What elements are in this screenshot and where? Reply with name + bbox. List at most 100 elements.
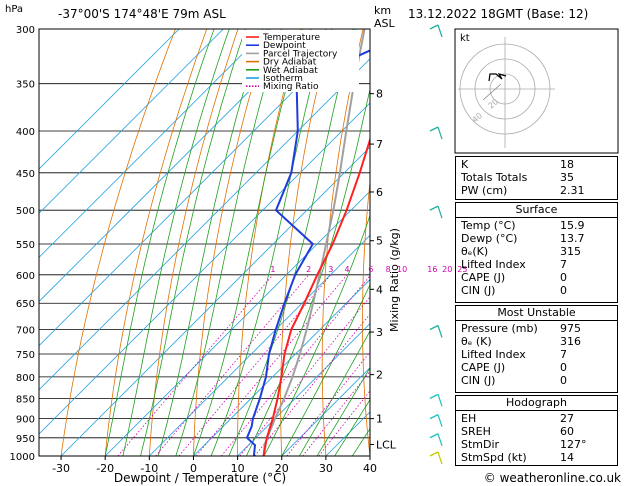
hodograph-storm-vector bbox=[482, 83, 502, 101]
most-unstable-value: 975 bbox=[560, 322, 581, 335]
index-row: Totals Totals 35 bbox=[456, 171, 617, 184]
wind-barb-flag bbox=[437, 325, 443, 338]
km-label: km bbox=[374, 4, 391, 17]
height-tick-label: 7 bbox=[376, 138, 383, 151]
wet-adiabat-line bbox=[228, 29, 354, 456]
most-unstable-value: 0 bbox=[560, 361, 567, 374]
dry-adiabat-line bbox=[104, 29, 208, 456]
surface-label: Temp (°C) bbox=[461, 219, 516, 232]
mixing-ratio-line bbox=[239, 296, 370, 456]
most-unstable-row: θₑ (K) 316 bbox=[456, 335, 617, 348]
legend-label: Dry Adiabat bbox=[263, 58, 317, 68]
wet-adiabat-line bbox=[122, 29, 230, 456]
wet-adiabat-line bbox=[193, 29, 303, 456]
hodograph-param-row: SREH 60 bbox=[456, 425, 617, 438]
pressure-tick-label: 300 bbox=[16, 25, 35, 36]
wet-adiabat-line bbox=[157, 29, 263, 456]
wet-adiabat-line bbox=[210, 29, 327, 456]
x-axis-title: Dewpoint / Temperature (°C) bbox=[114, 471, 286, 485]
copyright: © weatheronline.co.uk bbox=[484, 471, 621, 485]
surface-label: Lifted Index bbox=[461, 258, 526, 271]
height-tick-label: 4 bbox=[376, 283, 383, 296]
mixing-ratio-line bbox=[117, 274, 274, 456]
pressure-tick-label: 650 bbox=[16, 299, 35, 310]
hodograph-param-label: StmDir bbox=[461, 438, 500, 451]
surface-label: CAPE (J) bbox=[461, 271, 506, 284]
surface-value: 0 bbox=[560, 271, 567, 284]
mixing-ratio-label: 25 bbox=[457, 265, 467, 274]
isotherm-line bbox=[149, 234, 370, 456]
index-value: 35 bbox=[560, 171, 574, 184]
pressure-tick-label: 700 bbox=[16, 326, 35, 337]
mixing-ratio-line bbox=[254, 313, 370, 456]
hodograph-frame bbox=[454, 28, 619, 154]
legend-background bbox=[242, 30, 359, 92]
wind-barb bbox=[429, 24, 439, 30]
mixing-ratio-line bbox=[178, 274, 332, 456]
isotherm-line bbox=[39, 29, 224, 214]
temperature-tick-label: 40 bbox=[363, 462, 377, 475]
pressure-tick-label: 1000 bbox=[10, 452, 35, 463]
height-tick-label: 3 bbox=[376, 326, 383, 339]
temperature-tick-label: 0 bbox=[190, 462, 197, 475]
temperature-tick-label: -10 bbox=[140, 462, 158, 475]
dry-adiabat-line bbox=[148, 29, 239, 456]
isotherm-line bbox=[281, 367, 370, 456]
dry-adiabat-line bbox=[280, 29, 333, 456]
surface-row: Dewp (°C) 13.7 bbox=[456, 232, 617, 245]
index-row: K 18 bbox=[456, 158, 617, 171]
wet-adiabat-line bbox=[175, 29, 282, 456]
isotherm-line bbox=[39, 58, 370, 391]
legend-label: Wet Adiabat bbox=[263, 66, 318, 76]
datetime-label: 13.12.2022 18GMT (Base: 12) bbox=[408, 7, 588, 21]
index-value: 2.31 bbox=[560, 184, 585, 197]
hodograph-param-row: EH 27 bbox=[456, 412, 617, 425]
surface-value: 13.7 bbox=[560, 232, 585, 245]
most-unstable-panel: Most Unstable Pressure (mb) 975 θₑ (K) 316 L… bbox=[455, 305, 618, 393]
height-tick-label: 8 bbox=[376, 88, 383, 101]
wind-barb-flag bbox=[437, 205, 443, 219]
isotherm-line bbox=[39, 29, 268, 258]
most-unstable-row: Lifted Index 7 bbox=[456, 348, 617, 361]
height-tick-label: 2 bbox=[376, 369, 383, 382]
isotherm-line bbox=[237, 323, 370, 456]
wind-barb-flag bbox=[437, 451, 443, 465]
axes: 3003504004505005506006507007508008509009… bbox=[10, 25, 468, 475]
surface-row: CAPE (J) 0 bbox=[456, 271, 617, 284]
surface-value: 0 bbox=[560, 284, 567, 297]
surface-title: Surface bbox=[456, 203, 617, 218]
mixing-ratio-label: 6 bbox=[368, 265, 373, 274]
isotherm-line bbox=[60, 146, 370, 456]
surface-row: Lifted Index 7 bbox=[456, 258, 617, 271]
mixing-ratio-label: 4 bbox=[344, 265, 349, 274]
wet-adiabat-line bbox=[263, 214, 370, 456]
surface-panel: Surface Temp (°C) 15.9 Dewp (°C) 13.7 θₑ(K) 3… bbox=[455, 202, 618, 303]
wet-adiabat-line bbox=[281, 283, 370, 456]
surface-row: Temp (°C) 15.9 bbox=[456, 219, 617, 232]
surface-value: 315 bbox=[560, 245, 581, 258]
surface-label: CIN (J) bbox=[461, 284, 496, 297]
pressure-tick-label: 950 bbox=[16, 434, 35, 445]
height-tick-label: LCL bbox=[376, 438, 397, 451]
background-lines bbox=[39, 29, 370, 456]
wind-barb-flag bbox=[437, 126, 443, 140]
hodograph-param-label: SREH bbox=[461, 425, 491, 438]
dry-adiabat-line bbox=[193, 29, 270, 456]
legend-label: Parcel Trajectory bbox=[263, 49, 338, 59]
wet-adiabat-line bbox=[246, 87, 370, 456]
hpa-label: hPa bbox=[5, 4, 23, 15]
wind-barb bbox=[429, 126, 439, 132]
mixing-ratio-label: 8 bbox=[386, 265, 391, 274]
index-value: 18 bbox=[560, 158, 574, 171]
legend-label: Isotherm bbox=[263, 74, 303, 84]
surface-label: θₑ(K) bbox=[461, 245, 489, 258]
pressure-tick-label: 900 bbox=[16, 415, 35, 426]
mixing-ratio-axis-title: Mixing Ratio (g/kg) bbox=[388, 228, 401, 332]
hodograph-param-value: 127° bbox=[560, 438, 587, 451]
wind-barb bbox=[429, 414, 439, 420]
pressure-tick-label: 750 bbox=[16, 350, 35, 361]
wet-adiabat-line bbox=[140, 29, 246, 456]
wet-adiabat-line bbox=[104, 29, 215, 456]
